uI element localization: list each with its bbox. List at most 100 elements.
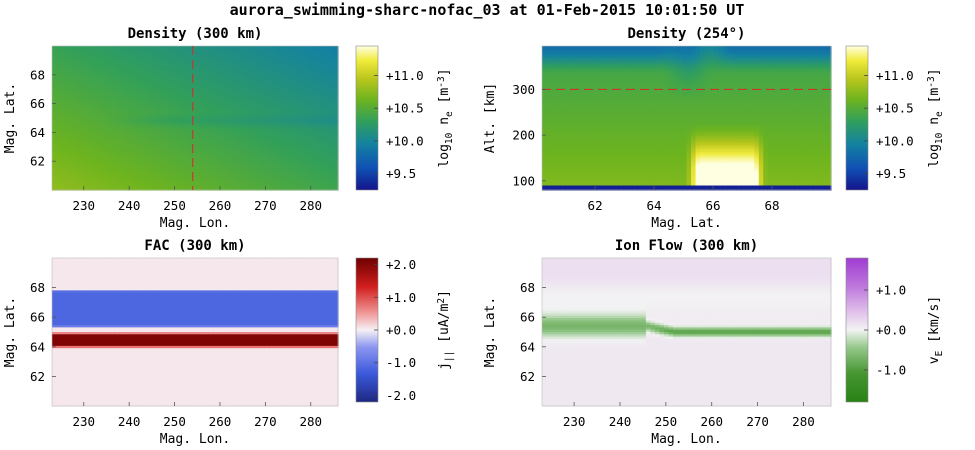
heatmap-cell <box>217 68 223 72</box>
heatmap-cell <box>136 79 142 83</box>
heatmap-cell <box>177 109 183 112</box>
heatmap-cell <box>244 59 250 63</box>
heatmap-cell <box>136 113 142 117</box>
heatmap-cell <box>163 136 169 139</box>
heatmap-cell <box>101 115 107 119</box>
heatmap-cell <box>52 61 58 65</box>
heatmap-cell <box>74 82 80 85</box>
heatmap-cell <box>270 59 277 63</box>
heatmap-cell <box>275 46 281 49</box>
heatmap-cell <box>60 88 67 92</box>
heatmap-cell <box>60 73 67 76</box>
heatmap-cell <box>101 111 107 115</box>
heatmap-cell <box>163 133 169 137</box>
heatmap-cell <box>96 75 102 79</box>
heatmap-cell <box>284 109 290 112</box>
heatmap-cell <box>110 115 116 119</box>
heatmap-cell <box>83 102 89 106</box>
heatmap-cell <box>163 66 169 70</box>
heatmap-cell <box>235 124 241 128</box>
heatmap-cell <box>257 59 263 63</box>
heatmap-cell <box>284 91 290 94</box>
heatmap-cell <box>212 50 218 54</box>
heatmap-cell <box>83 133 89 137</box>
heatmap-cell <box>275 61 281 65</box>
heatmap-cell <box>288 124 294 128</box>
heatmap-cell <box>181 59 187 63</box>
heatmap-cell <box>324 68 330 72</box>
heatmap-cell <box>284 115 290 119</box>
heatmap-cell <box>60 61 67 65</box>
heatmap-cell <box>186 111 192 115</box>
heatmap-cell <box>52 118 58 121</box>
heatmap-cell <box>248 100 254 103</box>
heatmap-cell <box>221 95 227 99</box>
heatmap-cell <box>60 64 67 67</box>
heatmap-cell <box>69 55 75 58</box>
heatmap-cell <box>110 104 116 108</box>
heatmap-cell <box>248 50 254 54</box>
heatmap-cell <box>110 91 116 94</box>
heatmap-cell <box>306 129 312 133</box>
heatmap-cell <box>248 55 254 58</box>
heatmap-cell <box>266 115 272 119</box>
heatmap-cell <box>127 88 134 92</box>
heatmap-cell <box>65 46 71 49</box>
heatmap-cell <box>181 88 187 92</box>
heatmap-cell <box>74 64 80 67</box>
heatmap-cell <box>217 79 223 83</box>
heatmap-cell <box>333 86 339 90</box>
heatmap-cell <box>154 52 160 56</box>
heatmap-cell <box>105 55 111 58</box>
heatmap-cell <box>69 68 75 72</box>
heatmap-cell <box>69 61 75 65</box>
heatmap-cell <box>78 59 84 63</box>
heatmap-cell <box>163 86 169 90</box>
heatmap-cell <box>136 133 142 137</box>
heatmap-cell <box>168 84 174 88</box>
heatmap-cell <box>306 75 312 79</box>
heatmap-cell <box>217 95 223 99</box>
heatmap-cell <box>92 106 98 110</box>
heatmap-cell <box>333 129 339 133</box>
heatmap-cell <box>145 109 151 112</box>
heatmap-cell <box>333 91 339 94</box>
heatmap-cell <box>101 129 107 133</box>
heatmap-cell <box>132 73 138 76</box>
heatmap-cell <box>96 97 102 101</box>
heatmap-cell <box>244 97 250 101</box>
heatmap-cell <box>315 127 321 130</box>
heatmap-cell <box>257 46 263 49</box>
heatmap-cell <box>78 97 84 101</box>
heatmap-cell <box>186 102 192 106</box>
heatmap-cell <box>230 77 236 81</box>
heatmap-cell <box>83 111 89 115</box>
heatmap-cell <box>65 136 71 139</box>
heatmap-cell <box>257 106 263 110</box>
heatmap-cell <box>92 113 98 117</box>
heatmap-cell <box>266 50 272 54</box>
heatmap-cell <box>60 115 67 119</box>
heatmap-cell <box>279 124 285 128</box>
heatmap-cell <box>159 111 165 115</box>
heatmap-cell <box>123 59 129 63</box>
heatmap-cell <box>279 66 285 70</box>
heatmap-cell <box>154 93 160 97</box>
heatmap-cell <box>96 118 102 121</box>
heatmap-cell <box>257 127 263 130</box>
heatmap-cell <box>230 84 236 88</box>
heatmap-cell <box>56 70 62 74</box>
heatmap-cell <box>87 77 93 81</box>
heatmap-cell <box>262 50 268 54</box>
heatmap-cell <box>203 86 210 90</box>
heatmap-cell <box>101 84 107 88</box>
heatmap-cell <box>145 82 151 85</box>
heatmap-cell <box>203 66 210 70</box>
heatmap-cell <box>119 95 125 99</box>
heatmap-cell <box>163 57 169 61</box>
heatmap-cell <box>101 55 107 58</box>
heatmap-cell <box>168 61 174 65</box>
heatmap-cell <box>186 115 192 119</box>
heatmap-cell <box>110 82 116 85</box>
heatmap-cell <box>333 102 339 106</box>
